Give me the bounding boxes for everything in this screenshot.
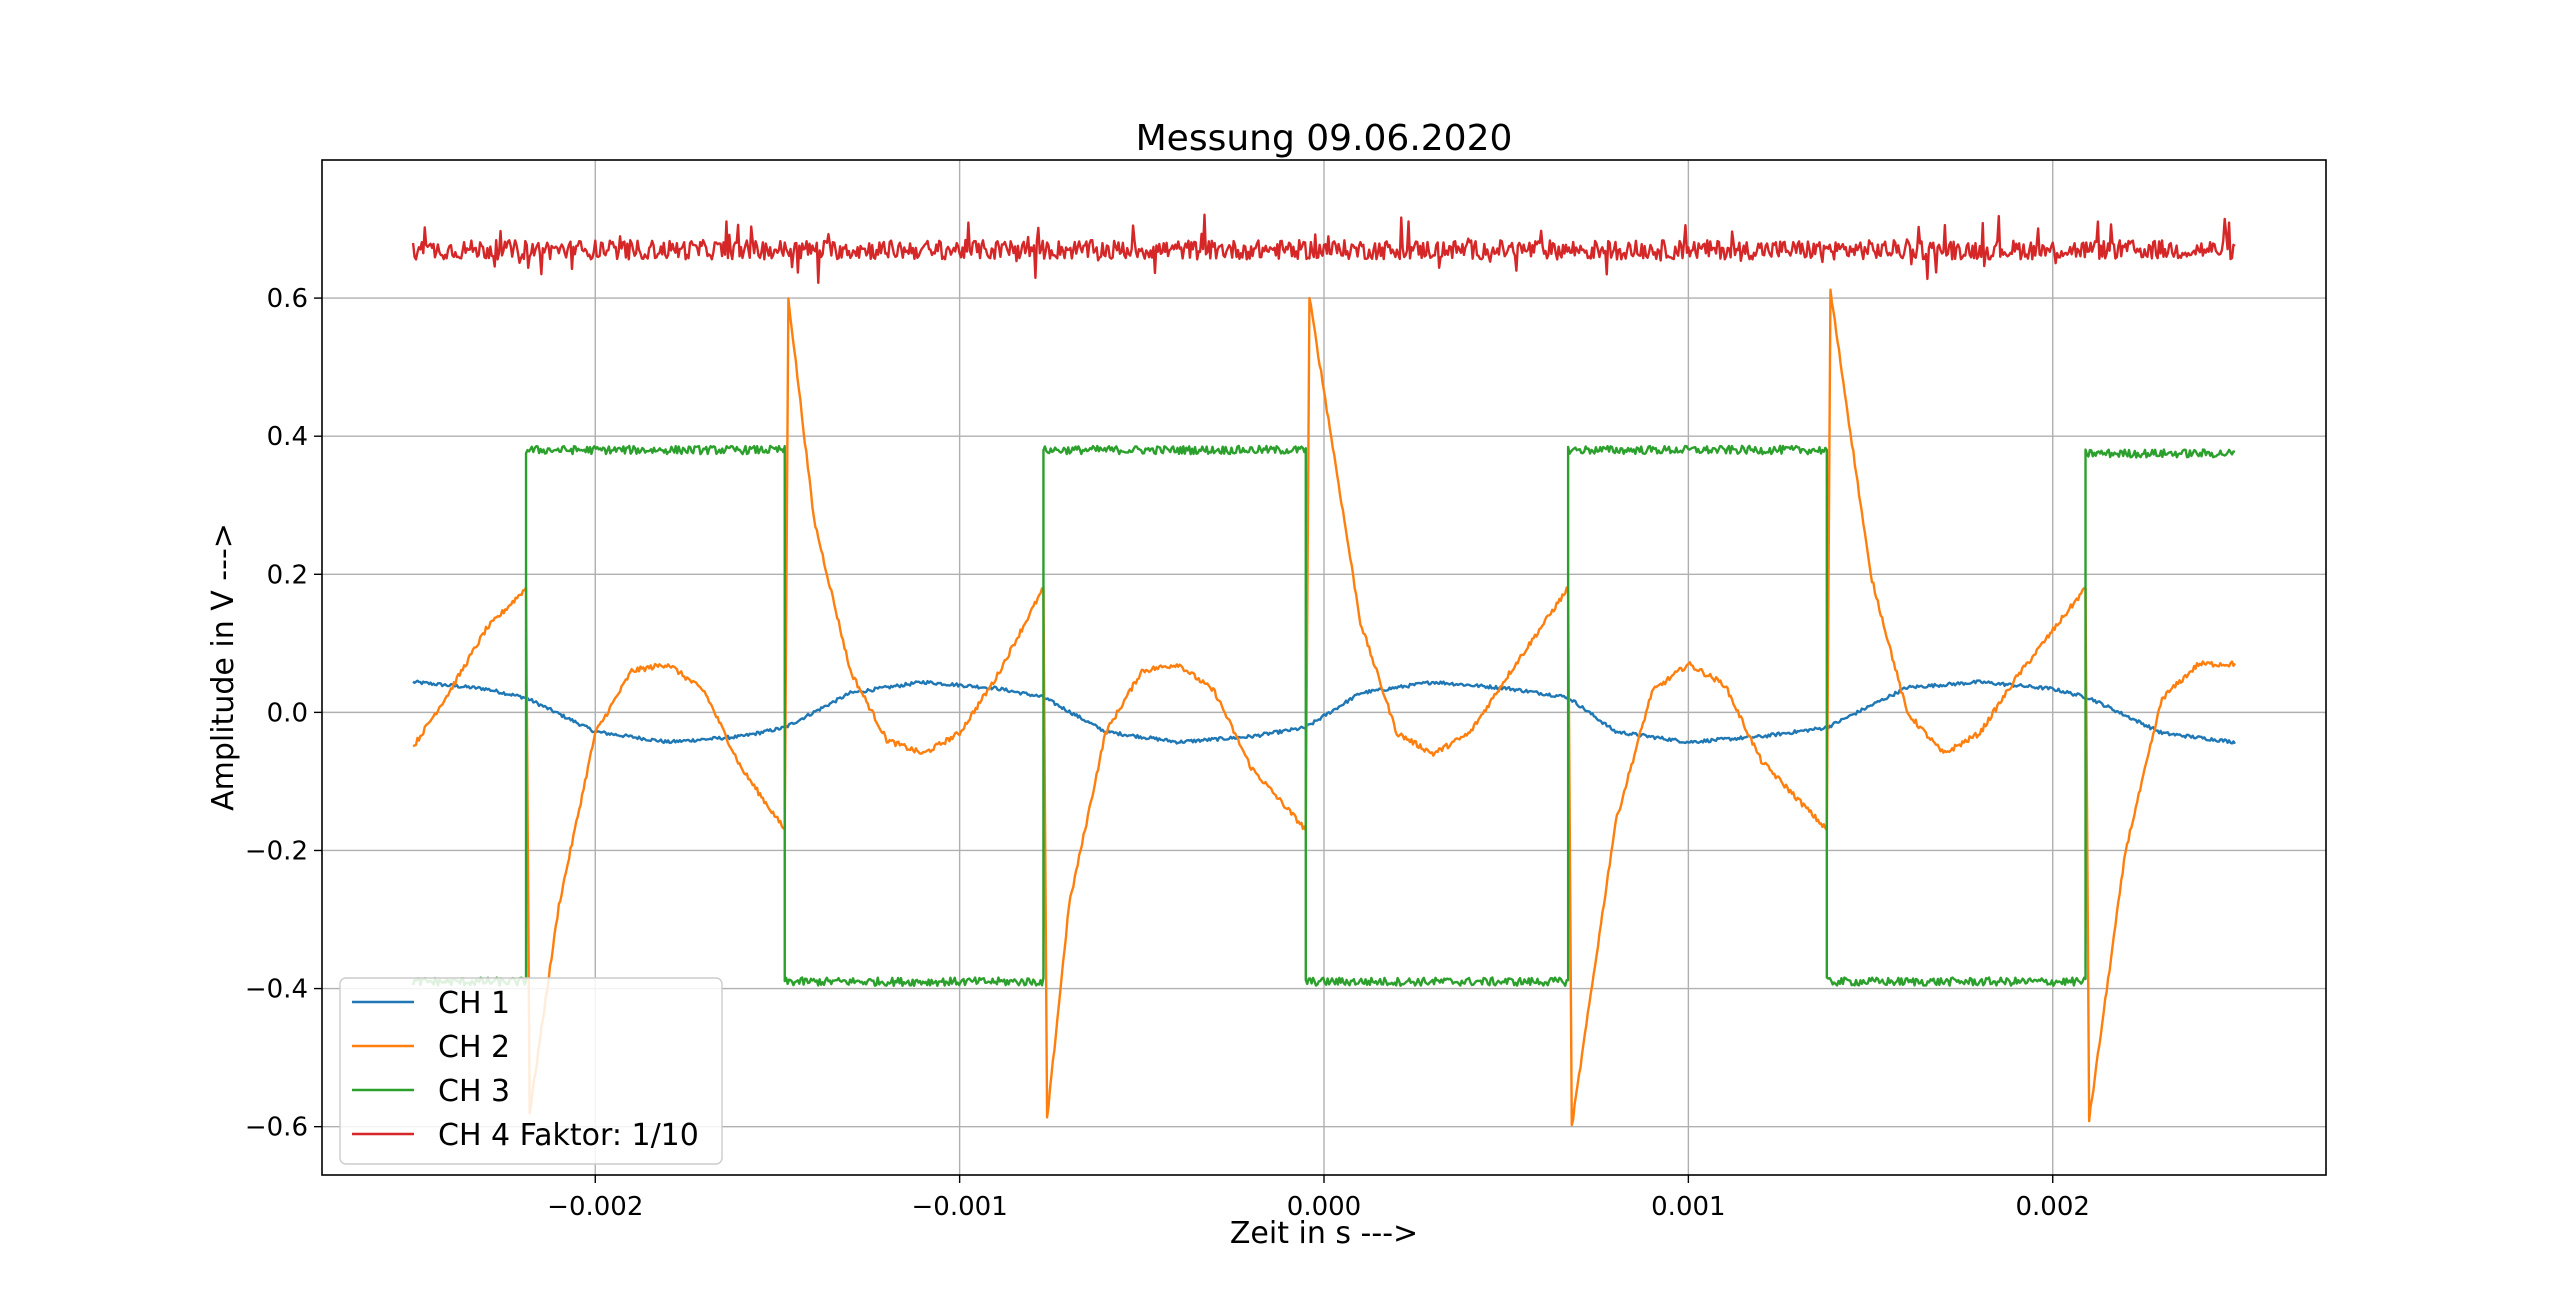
y-tick-label: 0.2 [267,560,308,590]
x-axis-label: Zeit in s ---> [1230,1216,1418,1251]
x-tick-label: 0.002 [2016,1192,2090,1222]
x-axis: −0.002 −0.001 0.000 0.001 0.002 [547,1175,2090,1222]
y-tick-label: −0.6 [245,1113,308,1143]
y-tick-label: −0.2 [245,836,308,866]
series-line-1 [412,679,2236,745]
legend-entry-label: CH 1 [438,986,510,1021]
legend-entry-label: CH 2 [438,1030,510,1065]
legend: CH 1 CH 2 CH 3 CH 4 Faktor: 1/10 [339,977,723,1165]
plot-area [411,213,2236,1127]
y-axis: −0.6 −0.4 −0.2 0.0 0.2 0.4 0.6 [245,284,322,1143]
legend-box [339,977,723,1165]
x-tick-label: 0.001 [1651,1192,1725,1222]
x-tick-label: −0.001 [912,1192,1008,1222]
chart-title: Messung 09.06.2020 [1136,118,1513,159]
x-tick-label: −0.002 [547,1192,643,1222]
y-tick-label: −0.4 [245,975,308,1005]
legend-entry-label: CH 4 Faktor: 1/10 [438,1118,699,1153]
legend-entry-label: CH 3 [438,1074,510,1109]
y-axis-label: Amplitude in V ---> [206,523,241,811]
series-line-3 [411,444,2236,987]
y-tick-label: 0.4 [267,422,308,452]
series-line-4 [411,213,2236,284]
y-tick-label: 0.6 [267,284,308,314]
grid [322,160,2326,1175]
x-tick-label: 0.000 [1287,1192,1361,1222]
y-tick-label: 0.0 [267,698,308,728]
series-line-2 [412,288,2236,1127]
